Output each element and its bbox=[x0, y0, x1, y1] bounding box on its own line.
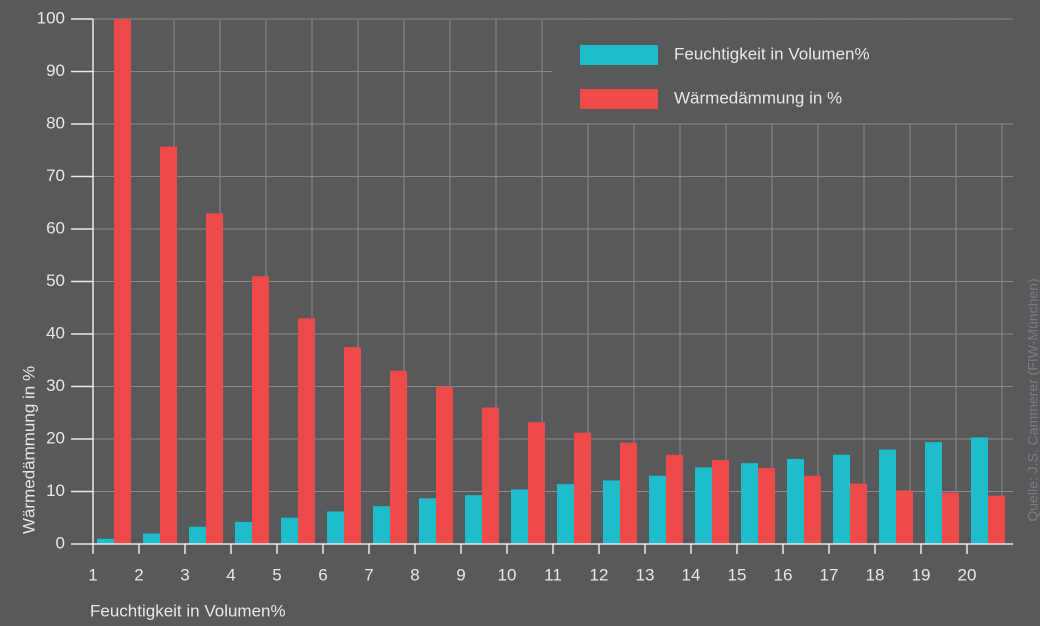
bar bbox=[465, 495, 482, 544]
bar bbox=[666, 454, 683, 544]
x-tick-label: 2 bbox=[134, 565, 143, 584]
x-tick-label: 4 bbox=[226, 565, 235, 584]
bar bbox=[942, 492, 959, 544]
x-tick-label: 1 bbox=[88, 565, 97, 584]
y-tick-label: 30 bbox=[46, 376, 65, 395]
bar bbox=[620, 442, 637, 544]
legend-swatch bbox=[580, 89, 658, 109]
x-tick-label: 17 bbox=[820, 565, 839, 584]
legend-label: Wärmedämmung in % bbox=[674, 88, 842, 107]
bar bbox=[574, 432, 591, 544]
legend-label: Feuchtigkeit in Volumen% bbox=[674, 44, 870, 63]
bar bbox=[252, 276, 269, 544]
x-tick-label: 11 bbox=[544, 565, 562, 584]
bar bbox=[373, 506, 390, 544]
bar bbox=[695, 467, 712, 544]
x-tick-label: 10 bbox=[498, 565, 517, 584]
bar bbox=[758, 467, 775, 544]
bar bbox=[482, 407, 499, 544]
y-tick-label: 70 bbox=[46, 166, 65, 185]
bar bbox=[390, 370, 407, 544]
x-tick-label: 19 bbox=[912, 565, 931, 584]
y-tick-label: 80 bbox=[46, 113, 65, 132]
y-tick-label: 90 bbox=[46, 61, 65, 80]
x-tick-label: 12 bbox=[590, 565, 609, 584]
x-tick-label: 13 bbox=[636, 565, 655, 584]
bar bbox=[603, 480, 620, 544]
bar bbox=[298, 318, 315, 544]
bar bbox=[281, 517, 298, 544]
legend-swatch bbox=[580, 45, 658, 65]
bar bbox=[344, 347, 361, 544]
bar bbox=[206, 213, 223, 544]
x-tick-label: 6 bbox=[318, 565, 327, 584]
x-tick-label: 16 bbox=[774, 565, 793, 584]
bar bbox=[896, 490, 913, 544]
x-tick-label: 18 bbox=[866, 565, 885, 584]
bar bbox=[189, 526, 206, 544]
bar bbox=[160, 146, 177, 544]
y-tick-label: 50 bbox=[46, 271, 65, 290]
bar bbox=[557, 484, 574, 544]
bar bbox=[143, 533, 160, 544]
bar bbox=[804, 475, 821, 544]
x-tick-label: 15 bbox=[728, 565, 747, 584]
bar bbox=[971, 437, 988, 544]
x-tick-label: 9 bbox=[456, 565, 465, 584]
bar bbox=[925, 442, 942, 544]
x-axis-label: Feuchtigkeit in Volumen% bbox=[90, 601, 286, 620]
x-tick-label: 8 bbox=[410, 565, 419, 584]
bar bbox=[787, 458, 804, 544]
x-tick-label: 5 bbox=[272, 565, 281, 584]
bar bbox=[833, 454, 850, 544]
y-tick-label: 20 bbox=[46, 428, 65, 447]
bar bbox=[879, 449, 896, 544]
x-tick-label: 3 bbox=[180, 565, 189, 584]
bar bbox=[235, 521, 252, 544]
bar bbox=[741, 463, 758, 544]
bar bbox=[712, 460, 729, 544]
bar bbox=[419, 498, 436, 544]
source-note: Quelle: J.S. Cammerer (FIW-München) bbox=[1025, 278, 1040, 521]
y-tick-label: 10 bbox=[46, 481, 65, 500]
y-tick-label: 0 bbox=[56, 533, 65, 552]
bar bbox=[528, 422, 545, 544]
bar bbox=[988, 495, 1005, 544]
bar bbox=[436, 386, 453, 544]
bar bbox=[114, 19, 131, 544]
bar bbox=[850, 483, 867, 544]
bar bbox=[511, 489, 528, 544]
bar bbox=[97, 538, 114, 544]
y-axis-label: Wärmedämmung in % bbox=[19, 366, 38, 534]
bar bbox=[649, 475, 666, 544]
bar bbox=[327, 511, 344, 544]
x-tick-label: 20 bbox=[958, 565, 977, 584]
x-tick-label: 7 bbox=[364, 565, 373, 584]
y-tick-label: 40 bbox=[46, 323, 65, 342]
y-tick-label: 100 bbox=[37, 8, 65, 27]
x-tick-label: 14 bbox=[682, 565, 701, 584]
y-tick-label: 60 bbox=[46, 218, 65, 237]
